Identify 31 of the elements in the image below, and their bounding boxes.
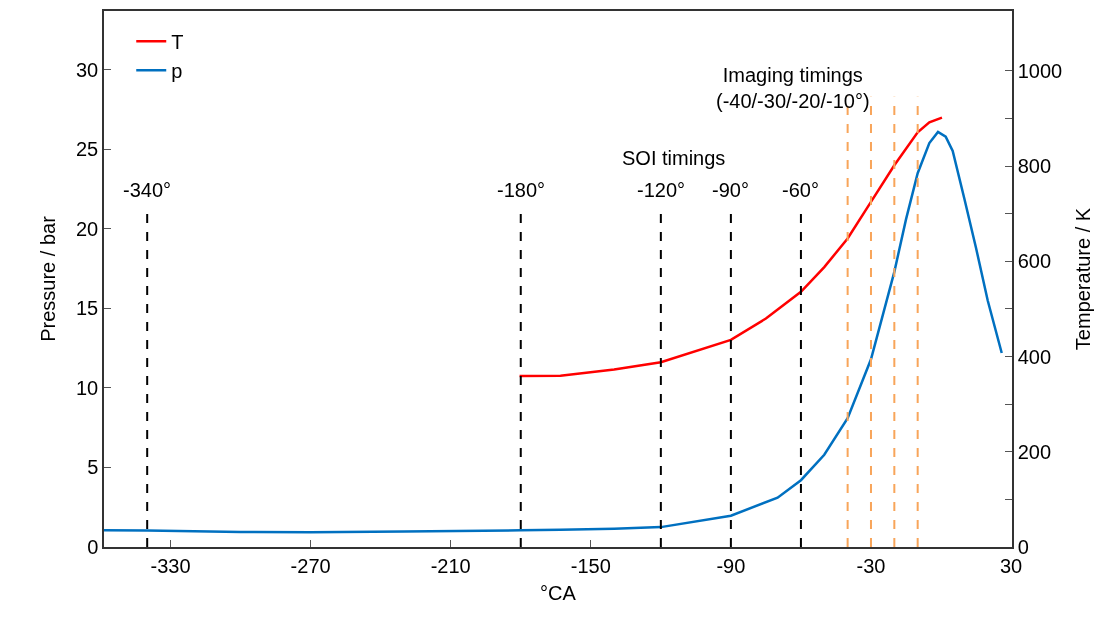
x-tick-label: -270 <box>290 554 331 577</box>
y2-tick-label: 800 <box>1017 155 1052 178</box>
legend-label: T <box>171 31 184 54</box>
legend-label: p <box>171 60 183 83</box>
y-tick-label: 10 <box>76 376 99 399</box>
y2-tick-label: 600 <box>1017 250 1052 273</box>
x-axis-title: °CA <box>540 581 577 604</box>
y2-tick-label: 1000 <box>1017 59 1063 82</box>
annotation: Imaging timings (-40/-30/-20/-10°) <box>716 64 870 112</box>
ref-line-label: -340° <box>123 179 172 201</box>
y-tick-label: 0 <box>87 536 99 558</box>
y-tick-label: 5 <box>87 456 99 479</box>
y-tick-label: 25 <box>76 138 99 161</box>
y2-axis-title: Temperature / K <box>1072 207 1095 351</box>
x-tick-label: -210 <box>430 554 471 577</box>
ref-line-label: -180° <box>497 179 546 201</box>
ref-line-label: -90° <box>712 179 749 201</box>
y-axis-title: Pressure / bar <box>37 215 59 342</box>
y-tick-label: 30 <box>76 58 99 81</box>
ref-line-label: -60° <box>782 179 819 201</box>
ref-line-label: -120° <box>637 179 686 201</box>
x-tick-label: -30 <box>856 554 886 577</box>
line-series <box>104 130 1003 534</box>
x-tick-label: -90 <box>716 554 746 577</box>
y-tick-label: 15 <box>76 297 99 320</box>
x-tick-label: -330 <box>150 554 191 577</box>
y-tick-label: 20 <box>76 217 99 240</box>
annotation: SOI timings <box>622 147 726 169</box>
y2-tick-label: 200 <box>1017 440 1052 463</box>
y2-tick-label: 400 <box>1017 345 1052 368</box>
x-tick-label: -150 <box>570 554 611 577</box>
